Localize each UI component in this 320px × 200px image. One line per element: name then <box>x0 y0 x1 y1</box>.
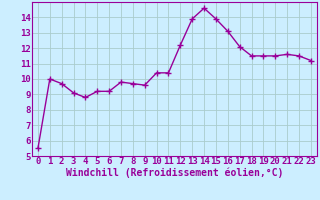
X-axis label: Windchill (Refroidissement éolien,°C): Windchill (Refroidissement éolien,°C) <box>66 168 283 178</box>
